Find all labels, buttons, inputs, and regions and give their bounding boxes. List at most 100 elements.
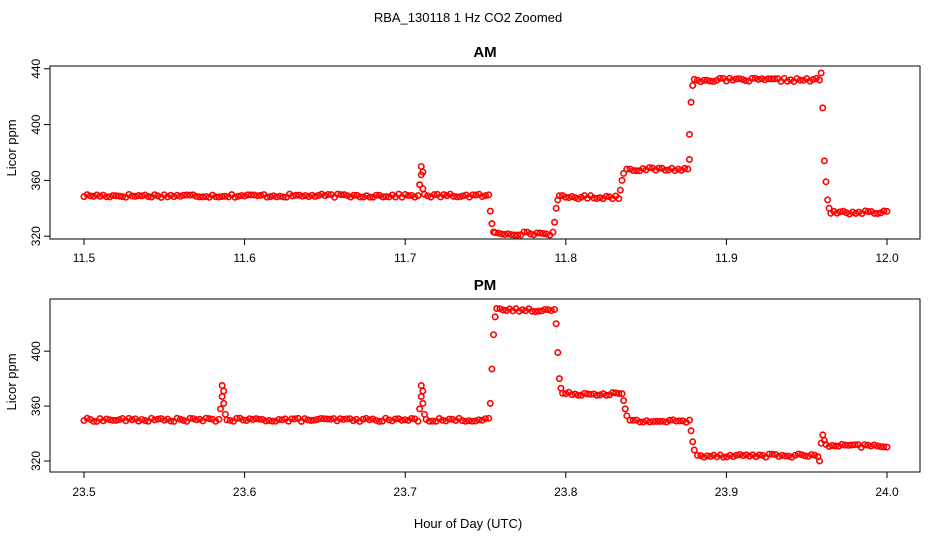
data-point: [636, 418, 644, 426]
data-point: [276, 192, 284, 200]
data-point: [292, 191, 300, 199]
data-point: [676, 417, 684, 425]
y-tick-label: 400: [29, 114, 43, 134]
panel-pm-points: [80, 304, 891, 465]
data-point: [469, 191, 477, 199]
data-point: [555, 375, 563, 383]
data-point: [775, 452, 783, 460]
data-point: [746, 452, 754, 460]
data-point: [618, 176, 626, 184]
y-tick-label: 400: [29, 341, 43, 361]
data-point: [666, 416, 674, 424]
data-point: [247, 191, 255, 199]
data-point: [414, 417, 422, 425]
data-point: [440, 191, 448, 199]
data-point: [401, 416, 409, 424]
data-point: [867, 442, 875, 450]
data-point: [192, 192, 200, 200]
x-tick-label: 23.7: [394, 485, 418, 499]
x-tick-label: 11.8: [555, 251, 578, 265]
data-point: [183, 191, 191, 199]
panel-pm-ylabel: Licor ppm: [4, 353, 19, 410]
data-point: [196, 193, 204, 201]
data-point: [304, 416, 312, 424]
data-point: [685, 155, 693, 163]
data-point: [93, 191, 101, 199]
data-point: [83, 414, 91, 422]
data-point: [255, 415, 263, 423]
data-point: [398, 416, 406, 424]
data-point: [646, 418, 654, 426]
data-point: [215, 415, 223, 423]
data-point: [528, 307, 536, 315]
data-point: [202, 193, 210, 201]
data-point: [414, 192, 422, 200]
data-point: [382, 193, 390, 201]
data-point: [128, 192, 136, 200]
data-point: [707, 452, 715, 460]
data-point: [340, 191, 348, 199]
data-point: [160, 416, 168, 424]
data-point: [602, 192, 610, 200]
data-point: [874, 210, 882, 218]
data-point: [151, 416, 159, 424]
data-point: [848, 441, 856, 449]
data-point: [439, 416, 447, 424]
data-point: [262, 417, 270, 425]
data-point: [288, 415, 296, 423]
data-point: [456, 193, 464, 201]
data-point: [119, 193, 127, 201]
data-point: [365, 416, 373, 424]
data-point: [486, 399, 494, 407]
data-point: [685, 130, 693, 138]
data-point: [173, 414, 181, 422]
data-point: [742, 77, 750, 85]
data-point: [584, 390, 592, 398]
x-tick-label: 12.0: [875, 251, 899, 265]
data-point: [356, 193, 364, 201]
data-point: [417, 381, 425, 389]
data-point: [273, 193, 281, 201]
data-point: [735, 75, 743, 83]
data-point: [337, 191, 345, 199]
data-point: [539, 229, 547, 237]
data-point: [459, 192, 467, 200]
data-point: [778, 451, 786, 459]
data-point: [231, 193, 239, 201]
data-point: [609, 389, 617, 397]
data-point: [791, 451, 799, 459]
data-point: [475, 416, 483, 424]
data-point: [307, 417, 315, 425]
data-point: [131, 192, 139, 200]
data-point: [408, 414, 416, 422]
data-point: [385, 416, 393, 424]
data-point: [552, 204, 560, 212]
data-point: [270, 192, 278, 200]
data-point: [726, 451, 734, 459]
data-point: [324, 191, 332, 199]
data-point: [128, 416, 136, 424]
data-point: [520, 228, 528, 236]
data-point: [880, 207, 888, 215]
data-point: [659, 417, 667, 425]
data-point: [820, 157, 828, 165]
x-tick-label: 11.6: [233, 251, 256, 265]
data-point: [416, 405, 424, 413]
data-point: [404, 192, 412, 200]
data-point: [700, 453, 708, 461]
data-point: [417, 392, 425, 400]
data-point: [655, 164, 663, 172]
data-point: [141, 417, 149, 425]
data-point: [612, 389, 620, 397]
data-point: [771, 75, 779, 83]
data-point: [554, 349, 562, 357]
data-point: [809, 76, 817, 84]
data-point: [672, 417, 680, 425]
data-point: [379, 193, 387, 201]
data-point: [237, 192, 245, 200]
data-point: [501, 230, 509, 238]
data-point: [275, 415, 283, 423]
data-point: [851, 441, 859, 449]
data-point: [472, 417, 480, 425]
data-point: [317, 415, 325, 423]
